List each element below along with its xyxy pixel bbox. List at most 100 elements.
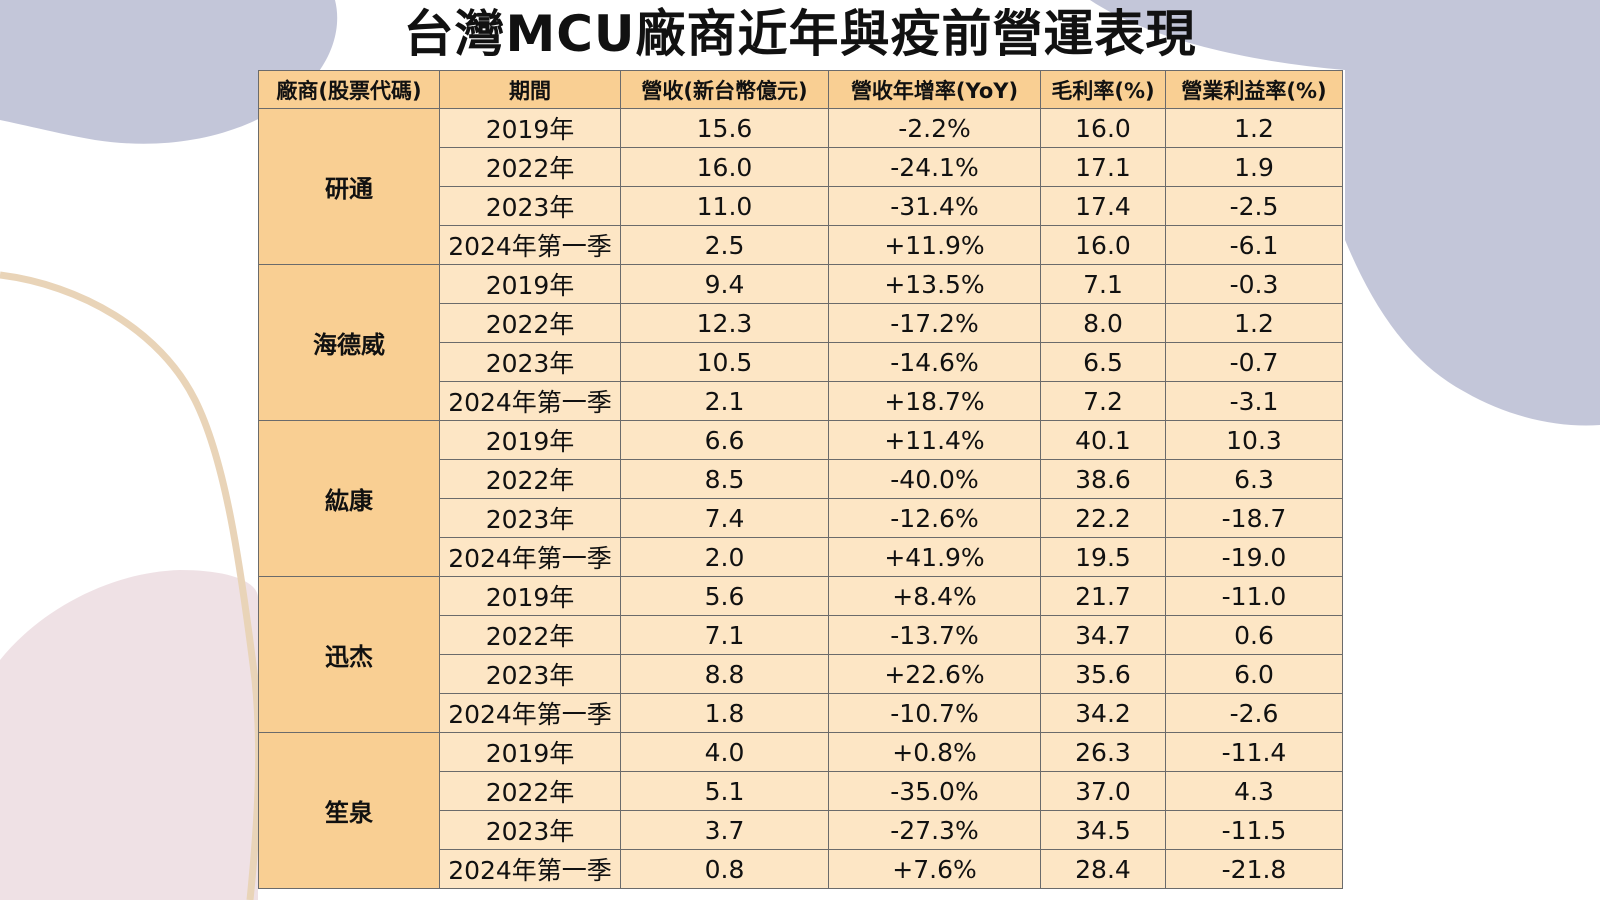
revenue-cell: 16.0 <box>620 147 829 187</box>
yoy-cell: -2.2% <box>828 108 1041 148</box>
revenue-cell: 3.7 <box>620 810 829 850</box>
period-cell: 2024年第一季 <box>439 693 621 733</box>
period-cell: 2024年第一季 <box>439 225 621 265</box>
revenue-cell: 1.8 <box>620 693 829 733</box>
yoy-cell: +8.4% <box>828 576 1041 616</box>
table-header-row: 廠商(股票代碼) 期間 營收(新台幣億元) 營收年增率(YoY) 毛利率(%) … <box>258 70 1343 109</box>
operating-margin-cell: 1.2 <box>1165 303 1343 343</box>
gross-margin-cell: 7.1 <box>1040 264 1166 304</box>
vendor-cell: 紘康 <box>258 420 440 577</box>
yoy-cell: -35.0% <box>828 771 1041 811</box>
revenue-cell: 5.6 <box>620 576 829 616</box>
table-row: 2022年 16.0 -24.1% 17.1 1.9 <box>259 147 1343 187</box>
yoy-cell: +18.7% <box>828 381 1041 421</box>
header-period: 期間 <box>439 70 621 109</box>
gross-margin-cell: 28.4 <box>1040 849 1166 889</box>
operating-margin-cell: -11.4 <box>1165 732 1343 772</box>
revenue-cell: 7.1 <box>620 615 829 655</box>
period-cell: 2019年 <box>439 576 621 616</box>
gross-margin-cell: 37.0 <box>1040 771 1166 811</box>
operating-margin-cell: -11.0 <box>1165 576 1343 616</box>
period-cell: 2024年第一季 <box>439 537 621 577</box>
table-row: 2022年 7.1 -13.7% 34.7 0.6 <box>259 615 1343 655</box>
gross-margin-cell: 38.6 <box>1040 459 1166 499</box>
gross-margin-cell: 17.1 <box>1040 147 1166 187</box>
gross-margin-cell: 34.7 <box>1040 615 1166 655</box>
gross-margin-cell: 17.4 <box>1040 186 1166 226</box>
performance-table: 廠商(股票代碼) 期間 營收(新台幣億元) 營收年增率(YoY) 毛利率(%) … <box>258 70 1343 889</box>
yoy-cell: +22.6% <box>828 654 1041 694</box>
revenue-cell: 6.6 <box>620 420 829 460</box>
yoy-cell: +11.4% <box>828 420 1041 460</box>
yoy-cell: +7.6% <box>828 849 1041 889</box>
revenue-cell: 0.8 <box>620 849 829 889</box>
table-row: 2024年第一季 1.8 -10.7% 34.2 -2.6 <box>259 693 1343 733</box>
period-cell: 2023年 <box>439 654 621 694</box>
period-cell: 2023年 <box>439 810 621 850</box>
revenue-cell: 2.5 <box>620 225 829 265</box>
gross-margin-cell: 34.5 <box>1040 810 1166 850</box>
revenue-cell: 9.4 <box>620 264 829 304</box>
operating-margin-cell: -0.7 <box>1165 342 1343 382</box>
operating-margin-cell: -6.1 <box>1165 225 1343 265</box>
period-cell: 2019年 <box>439 108 621 148</box>
operating-margin-cell: -0.3 <box>1165 264 1343 304</box>
operating-margin-cell: 6.0 <box>1165 654 1343 694</box>
gross-margin-cell: 7.2 <box>1040 381 1166 421</box>
yoy-cell: -17.2% <box>828 303 1041 343</box>
period-cell: 2019年 <box>439 732 621 772</box>
period-cell: 2023年 <box>439 342 621 382</box>
operating-margin-cell: 10.3 <box>1165 420 1343 460</box>
table-row: 2022年 12.3 -17.2% 8.0 1.2 <box>259 303 1343 343</box>
gross-margin-cell: 19.5 <box>1040 537 1166 577</box>
period-cell: 2019年 <box>439 264 621 304</box>
operating-margin-cell: -3.1 <box>1165 381 1343 421</box>
table-row: 2024年第一季 2.1 +18.7% 7.2 -3.1 <box>259 381 1343 421</box>
revenue-cell: 2.0 <box>620 537 829 577</box>
revenue-cell: 4.0 <box>620 732 829 772</box>
period-cell: 2024年第一季 <box>439 849 621 889</box>
gross-margin-cell: 35.6 <box>1040 654 1166 694</box>
header-gross-margin: 毛利率(%) <box>1040 70 1166 109</box>
table-row: 研通 2019年 15.6 -2.2% 16.0 1.2 <box>258 108 1343 265</box>
table-row: 2023年 10.5 -14.6% 6.5 -0.7 <box>259 342 1343 382</box>
revenue-cell: 8.5 <box>620 459 829 499</box>
table-row: 2022年 5.1 -35.0% 37.0 4.3 <box>259 771 1343 811</box>
gross-margin-cell: 21.7 <box>1040 576 1166 616</box>
table-row: 2023年 7.4 -12.6% 22.2 -18.7 <box>259 498 1343 538</box>
period-cell: 2022年 <box>439 459 621 499</box>
revenue-cell: 15.6 <box>620 108 829 148</box>
table-row: 2023年 11.0 -31.4% 17.4 -2.5 <box>259 186 1343 226</box>
table-row: 笙泉 2019年 4.0 +0.8% 26.3 -11.4 <box>258 732 1343 889</box>
vendor-cell: 笙泉 <box>258 732 440 889</box>
revenue-cell: 5.1 <box>620 771 829 811</box>
yoy-cell: +13.5% <box>828 264 1041 304</box>
blob-top-right <box>1090 0 1600 426</box>
table-row: 2024年第一季 2.0 +41.9% 19.5 -19.0 <box>259 537 1343 577</box>
table-row: 海德威 2019年 9.4 +13.5% 7.1 -0.3 <box>258 264 1343 421</box>
revenue-cell: 11.0 <box>620 186 829 226</box>
period-cell: 2019年 <box>439 420 621 460</box>
page-title: 台灣MCU廠商近年與疫前營運表現 <box>403 5 1197 63</box>
table-row: 迅杰 2019年 5.6 +8.4% 21.7 -11.0 <box>258 576 1343 733</box>
gross-margin-cell: 16.0 <box>1040 108 1166 148</box>
header-revenue: 營收(新台幣億元) <box>620 70 829 109</box>
yoy-cell: +41.9% <box>828 537 1041 577</box>
gross-margin-cell: 26.3 <box>1040 732 1166 772</box>
yoy-cell: -10.7% <box>828 693 1041 733</box>
revenue-cell: 8.8 <box>620 654 829 694</box>
period-cell: 2024年第一季 <box>439 381 621 421</box>
period-cell: 2023年 <box>439 498 621 538</box>
table-row: 2024年第一季 2.5 +11.9% 16.0 -6.1 <box>259 225 1343 265</box>
vendor-cell: 海德威 <box>258 264 440 421</box>
vendor-cell: 研通 <box>258 108 440 265</box>
operating-margin-cell: -21.8 <box>1165 849 1343 889</box>
yoy-cell: -27.3% <box>828 810 1041 850</box>
revenue-cell: 2.1 <box>620 381 829 421</box>
yoy-cell: -12.6% <box>828 498 1041 538</box>
period-cell: 2022年 <box>439 147 621 187</box>
table-row: 紘康 2019年 6.6 +11.4% 40.1 10.3 <box>258 420 1343 577</box>
yoy-cell: -40.0% <box>828 459 1041 499</box>
operating-margin-cell: 1.9 <box>1165 147 1343 187</box>
operating-margin-cell: -11.5 <box>1165 810 1343 850</box>
